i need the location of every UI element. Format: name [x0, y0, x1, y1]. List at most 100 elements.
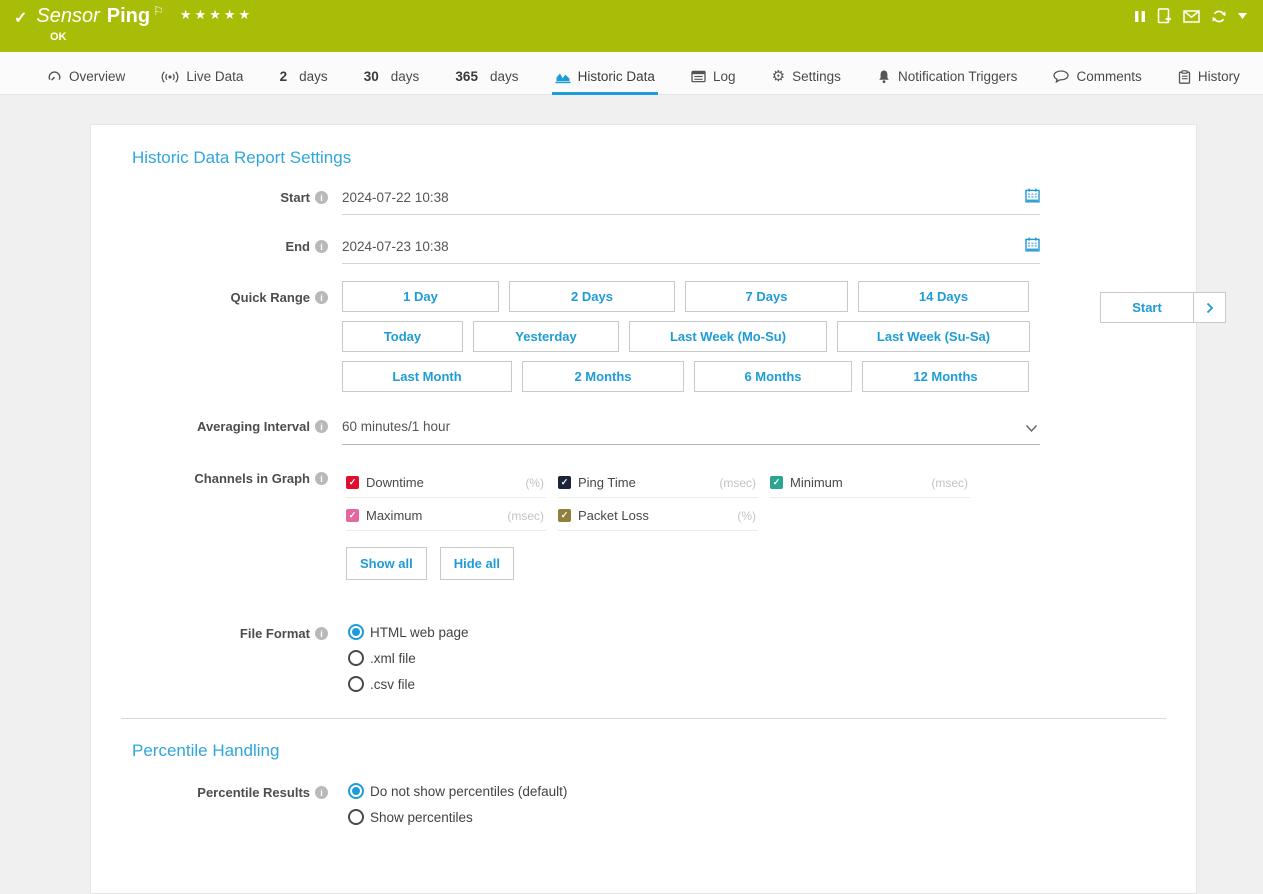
- channel-checkbox[interactable]: [346, 509, 359, 522]
- radio-unselected[interactable]: [348, 676, 364, 692]
- tab-number: 2: [279, 69, 288, 84]
- info-icon[interactable]: [315, 786, 328, 799]
- radio-selected[interactable]: [348, 783, 364, 799]
- quick-range-12-months[interactable]: 12 Months: [862, 361, 1029, 392]
- start-report-button[interactable]: Start: [1100, 292, 1194, 323]
- tab-live-data[interactable]: Live Data: [158, 52, 246, 95]
- end-date-input[interactable]: 2024-07-23 10:38: [342, 237, 1040, 264]
- percentile-results-row: Percentile Results Do not show percentil…: [132, 783, 1196, 825]
- tab-number: 30: [363, 69, 379, 84]
- sensor-name: Ping: [106, 5, 151, 27]
- quick-range-1-day[interactable]: 1 Day: [342, 281, 499, 312]
- info-icon[interactable]: [315, 291, 328, 304]
- channel-name: Minimum: [790, 475, 843, 490]
- quick-range-2-months[interactable]: 2 Months: [522, 361, 684, 392]
- start-date-input[interactable]: 2024-07-22 10:38: [342, 188, 1040, 215]
- quick-range-2-days[interactable]: 2 Days: [509, 281, 675, 312]
- radio-selected[interactable]: [348, 624, 364, 640]
- field-label: Averaging Interval: [197, 419, 310, 434]
- channel-checkbox[interactable]: [346, 476, 359, 489]
- start-date-value: 2024-07-22 10:38: [342, 190, 449, 205]
- calendar-icon[interactable]: [1025, 237, 1040, 255]
- file-format-option-csv[interactable]: .csv file: [342, 676, 1040, 692]
- priority-stars[interactable]: ★★★★★: [179, 7, 254, 22]
- percentile-option-none[interactable]: Do not show percentiles (default): [342, 783, 1040, 799]
- channel-checkbox[interactable]: [770, 476, 783, 489]
- channel-item: Minimum (msec): [770, 475, 970, 498]
- file-format-option-xml[interactable]: .xml file: [342, 650, 1040, 666]
- tab-notification-triggers[interactable]: Notification Triggers: [874, 52, 1020, 95]
- refresh-options-caret-icon[interactable]: [1238, 13, 1247, 19]
- radio-unselected[interactable]: [348, 809, 364, 825]
- file-format-row: File Format HTML web page .xml file .c: [132, 624, 1196, 692]
- averaging-interval-row: Averaging Interval 60 minutes/1 hour: [132, 417, 1196, 445]
- status-badge: OK: [50, 31, 67, 43]
- file-format-option-html[interactable]: HTML web page: [342, 624, 1040, 640]
- info-icon[interactable]: [315, 472, 328, 485]
- channel-name: Packet Loss: [578, 508, 649, 523]
- comment-icon: [1053, 70, 1070, 83]
- tab-label: Overview: [69, 69, 126, 84]
- quick-range-6-months[interactable]: 6 Months: [694, 361, 852, 392]
- chevron-right-icon: [1206, 302, 1213, 313]
- quick-range-last-month[interactable]: Last Month: [342, 361, 512, 392]
- pause-icon[interactable]: [1134, 10, 1146, 23]
- section-title-historic-data: Historic Data Report Settings: [132, 148, 352, 167]
- radio-label: HTML web page: [370, 624, 469, 640]
- tab-30-days[interactable]: 30 days: [361, 52, 423, 95]
- sensor-title: ✓ Sensor Ping ⚐ ★★★★★: [14, 4, 254, 28]
- channel-item: Ping Time (msec): [558, 475, 758, 498]
- channel-name: Ping Time: [578, 475, 636, 490]
- info-icon[interactable]: [315, 420, 328, 433]
- create-report-icon[interactable]: [1157, 8, 1172, 24]
- sensor-type-label: Sensor: [36, 5, 100, 27]
- start-label: Start: [132, 188, 328, 205]
- tab-label: days: [390, 69, 420, 84]
- refresh-icon[interactable]: [1211, 9, 1227, 24]
- channel-checkbox[interactable]: [558, 509, 571, 522]
- show-all-button[interactable]: Show all: [346, 547, 427, 580]
- channel-checkbox[interactable]: [558, 476, 571, 489]
- quick-range-last-week-mo-su[interactable]: Last Week (Mo-Su): [629, 321, 827, 352]
- quick-range-yesterday[interactable]: Yesterday: [473, 321, 619, 352]
- tab-label: days: [489, 69, 519, 84]
- averaging-interval-label: Averaging Interval: [132, 417, 328, 434]
- tab-2-days[interactable]: 2 days: [277, 52, 331, 95]
- field-label: End: [285, 239, 310, 254]
- tab-historic-data[interactable]: Historic Data: [551, 52, 658, 95]
- hide-all-button[interactable]: Hide all: [439, 547, 514, 580]
- tab-settings[interactable]: ⚙ Settings: [769, 52, 844, 95]
- sensor-tab-bar: Overview Live Data 2 days 30 days 365 days …: [0, 52, 1263, 95]
- tab-log[interactable]: Log: [688, 52, 739, 95]
- radio-label: Do not show percentiles (default): [370, 783, 568, 799]
- tab-overview[interactable]: Overview: [44, 52, 128, 95]
- email-icon[interactable]: [1183, 9, 1200, 23]
- quick-range-14-days[interactable]: 14 Days: [858, 281, 1029, 312]
- tab-history[interactable]: History: [1175, 52, 1243, 95]
- quick-range-7-days[interactable]: 7 Days: [685, 281, 848, 312]
- info-icon[interactable]: [315, 240, 328, 253]
- quick-range-last-week-su-sa[interactable]: Last Week (Su-Sa): [837, 321, 1030, 352]
- header-actions: [1134, 8, 1247, 24]
- start-report-options-button[interactable]: [1193, 292, 1226, 323]
- quick-range-today[interactable]: Today: [342, 321, 463, 352]
- channel-unit: (msec): [507, 508, 544, 523]
- field-label: Channels in Graph: [194, 471, 310, 486]
- channel-unit: (%): [525, 475, 544, 490]
- averaging-interval-select[interactable]: 60 minutes/1 hour: [342, 417, 1040, 445]
- tab-comments[interactable]: Comments: [1050, 52, 1144, 95]
- channel-item: Packet Loss (%): [558, 508, 758, 531]
- sensor-header: ✓ Sensor Ping ⚐ ★★★★★ OK: [0, 0, 1263, 52]
- channel-item: Maximum (msec): [346, 508, 546, 531]
- calendar-icon[interactable]: [1025, 188, 1040, 206]
- field-label: Quick Range: [230, 290, 310, 305]
- info-icon[interactable]: [315, 627, 328, 640]
- tab-365-days[interactable]: 365 days: [452, 52, 521, 95]
- info-icon[interactable]: [315, 191, 328, 204]
- status-check-icon: ✓: [14, 10, 28, 27]
- radio-unselected[interactable]: [348, 650, 364, 666]
- radio-label: Show percentiles: [370, 809, 473, 825]
- end-label: End: [132, 237, 328, 254]
- percentile-option-show[interactable]: Show percentiles: [342, 809, 1040, 825]
- flag-icon[interactable]: ⚐: [153, 4, 164, 18]
